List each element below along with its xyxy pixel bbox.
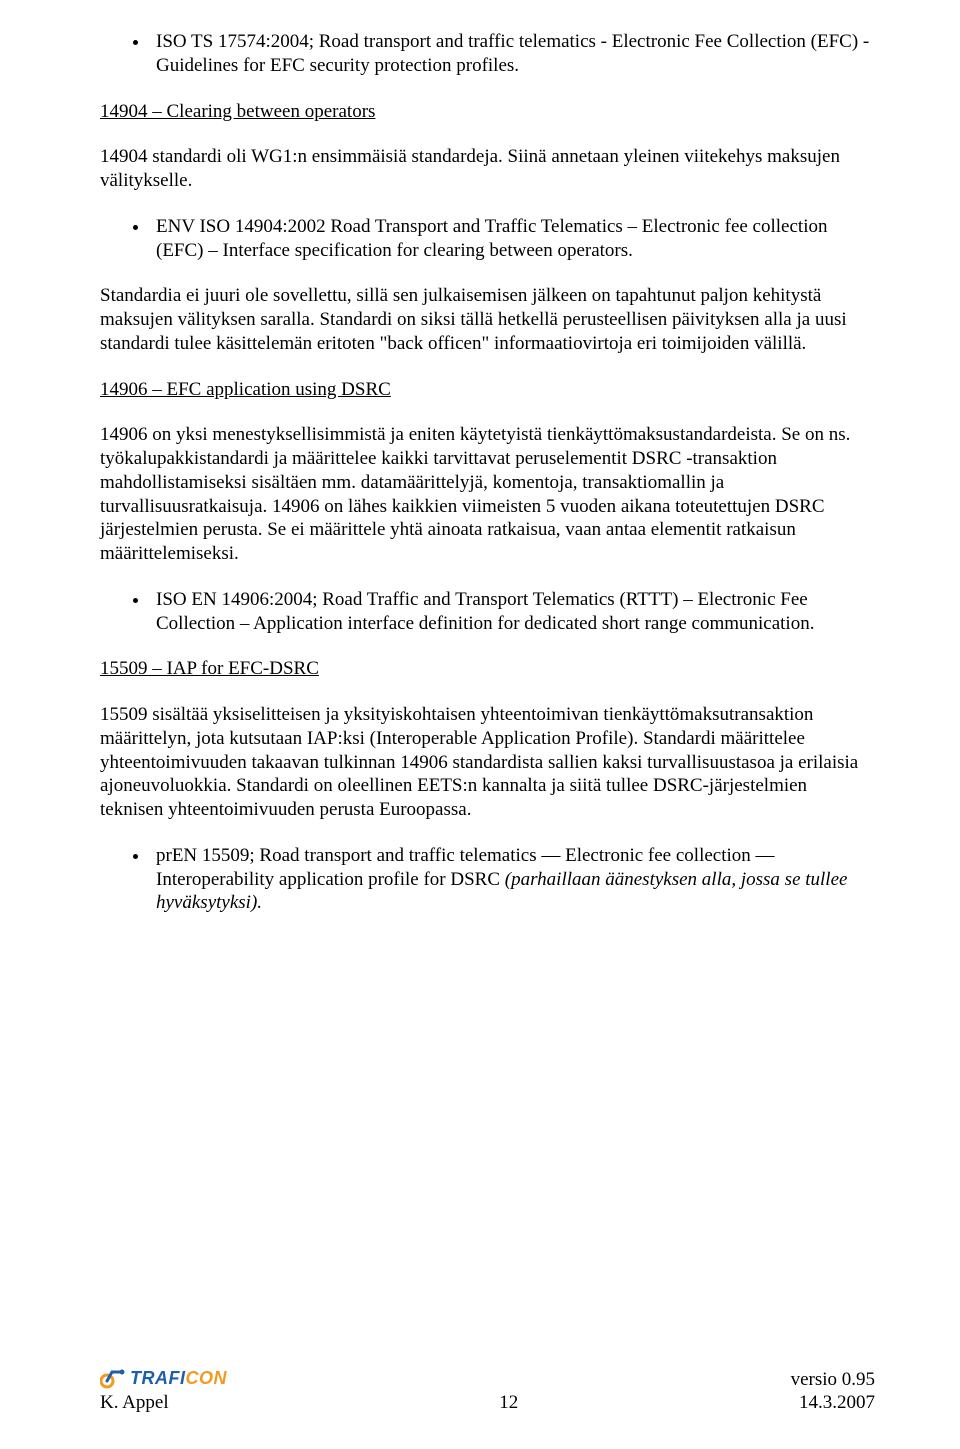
- logo-text: TRAFICON: [130, 1368, 227, 1390]
- footer-author: K. Appel: [100, 1392, 169, 1415]
- paragraph: 14906 on yksi menestyksellisimmistä ja e…: [100, 423, 875, 566]
- page-footer: TRAFICON K. Appel 12 versio 0.95 14.3.20…: [100, 1368, 875, 1415]
- paragraph: 14904 standardi oli WG1:n ensimmäisiä st…: [100, 145, 875, 193]
- list-item: ISO EN 14906:2004; Road Traffic and Tran…: [150, 588, 875, 636]
- bullet-list-14904: ENV ISO 14904:2002 Road Transport and Tr…: [100, 215, 875, 263]
- bullet-list-15509: prEN 15509; Road transport and traffic t…: [100, 844, 875, 915]
- heading-14906: 14906 – EFC application using DSRC: [100, 378, 875, 402]
- traficon-logo: TRAFICON: [100, 1368, 227, 1390]
- list-item: prEN 15509; Road transport and traffic t…: [150, 844, 875, 915]
- footer-center: 12: [227, 1392, 791, 1415]
- page-number: 12: [499, 1392, 518, 1413]
- bullet-list-14906: ISO EN 14906:2004; Road Traffic and Tran…: [100, 588, 875, 636]
- heading-14904: 14904 – Clearing between operators: [100, 100, 875, 124]
- bullet-list-17574: ISO TS 17574:2004; Road transport and tr…: [100, 30, 875, 78]
- heading-15509: 15509 – IAP for EFC-DSRC: [100, 657, 875, 681]
- logo-icon: [100, 1368, 126, 1390]
- footer-version: versio 0.95: [791, 1369, 875, 1392]
- footer-left: TRAFICON K. Appel: [100, 1368, 227, 1415]
- footer-date: 14.3.2007: [799, 1392, 875, 1415]
- footer-row: TRAFICON K. Appel 12 versio 0.95 14.3.20…: [100, 1368, 875, 1415]
- list-item: ENV ISO 14904:2002 Road Transport and Tr…: [150, 215, 875, 263]
- document-page: ISO TS 17574:2004; Road transport and tr…: [0, 0, 960, 1449]
- paragraph: Standardia ei juuri ole sovellettu, sill…: [100, 284, 875, 355]
- list-item: ISO TS 17574:2004; Road transport and tr…: [150, 30, 875, 78]
- paragraph: 15509 sisältää yksiselitteisen ja yksity…: [100, 703, 875, 822]
- footer-right: versio 0.95 14.3.2007: [791, 1369, 875, 1415]
